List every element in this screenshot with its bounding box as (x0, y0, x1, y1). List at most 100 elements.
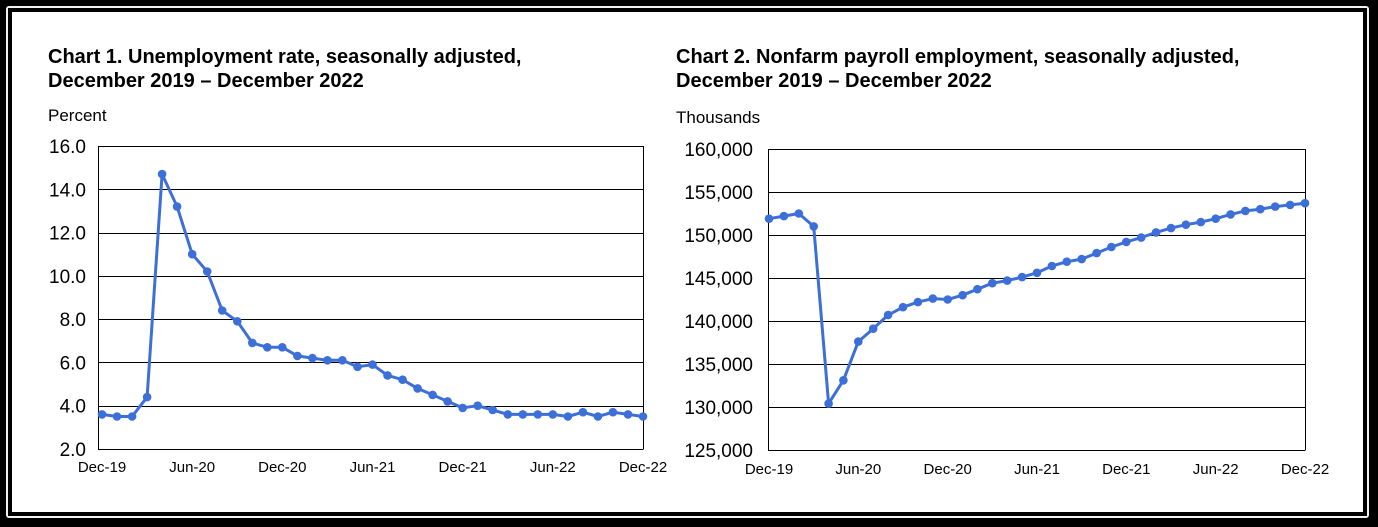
x-tick-label: Dec-19 (78, 459, 126, 476)
y-tick-label: 155,000 (684, 183, 753, 204)
data-point (323, 356, 332, 365)
data-point (293, 351, 302, 361)
y-tick-label: 4.0 (60, 397, 86, 418)
data-point (973, 284, 982, 294)
gridlines (98, 146, 643, 450)
data-point (839, 376, 848, 385)
x-tick-label: Dec-22 (1281, 461, 1329, 478)
data-point (883, 310, 893, 320)
x-tick-labels: Dec-19 Jun-20 Dec-20 Jun-21 Dec-21 Jun-22 Dec-… (78, 459, 667, 476)
data-point (127, 412, 137, 421)
data-point (868, 324, 878, 334)
y-tick-label: 16.0 (49, 137, 86, 158)
data-point (1241, 206, 1250, 216)
x-tick-label: Jun-22 (1193, 461, 1239, 478)
data-point (142, 392, 152, 402)
y-tick-label: 130,000 (684, 398, 753, 419)
data-point (1002, 276, 1012, 285)
data-point (353, 362, 362, 372)
data-point (233, 317, 242, 326)
y-tick-label: 14.0 (49, 180, 86, 201)
data-point (1107, 242, 1116, 252)
data-point (413, 384, 422, 393)
chart-1-subtitle: December 2019 – December 2022 (48, 70, 364, 92)
data-point (1077, 254, 1086, 264)
data-point (1256, 204, 1265, 214)
chart-1-title: Chart 1. Unemployment rate, seasonally a… (48, 46, 522, 68)
y-tick-label: 125,000 (684, 441, 753, 462)
data-point (278, 343, 287, 352)
x-tick-labels: Dec-19 Jun-20 Dec-20 Jun-21 Dec-21 Jun-22 Dec-… (745, 461, 1329, 478)
data-point (112, 412, 122, 421)
x-tick-label: Jun-20 (835, 461, 881, 478)
data-point (1285, 200, 1295, 210)
data-point (1092, 248, 1101, 258)
x-tick-label: Jun-20 (169, 459, 215, 476)
data-point (1122, 237, 1131, 247)
y-tick-labels: 16.0 14.0 12.0 10.0 8.0 6.0 4.0 2.0 (49, 137, 86, 461)
data-point (443, 397, 452, 406)
data-point (928, 294, 938, 303)
data-point (638, 412, 648, 421)
x-tick-label: Jun-21 (350, 459, 396, 476)
data-point (338, 356, 347, 365)
x-tick-label: Jun-22 (530, 459, 576, 476)
data-point (1166, 223, 1176, 233)
data-point (548, 410, 558, 419)
data-point (988, 278, 997, 288)
chart-2-title: Chart 2. Nonfarm payroll employment, sea… (676, 46, 1240, 68)
data-point (1300, 198, 1310, 208)
data-point (308, 353, 317, 363)
data-point (428, 390, 437, 400)
chart-2-subtitle: December 2019 – December 2022 (676, 70, 992, 92)
chart-2-y-axis-title: Thousands (676, 108, 761, 127)
data-point (1062, 257, 1072, 267)
data-point (1047, 261, 1057, 271)
data-point (248, 338, 257, 348)
data-point (368, 360, 377, 369)
x-tick-label: Dec-22 (619, 459, 667, 476)
y-tick-label: 135,000 (684, 355, 753, 376)
y-tick-label: 12.0 (49, 224, 86, 245)
data-point (473, 401, 483, 411)
data-point (488, 405, 498, 415)
x-tick-label: Dec-20 (924, 461, 972, 478)
data-point (779, 211, 789, 221)
data-point (1151, 228, 1161, 237)
data-point (794, 209, 804, 218)
y-tick-label: 8.0 (60, 310, 86, 331)
data-point (1211, 214, 1220, 223)
x-tick-label: Dec-20 (258, 459, 306, 476)
data-point (1226, 210, 1235, 219)
data-point (383, 371, 392, 380)
data-point (809, 222, 818, 231)
data-point (913, 297, 923, 307)
y-tick-label: 145,000 (684, 269, 753, 290)
chart-1-y-axis-title: Percent (48, 106, 107, 125)
data-point (898, 302, 908, 312)
data-point (263, 343, 272, 352)
data-point (764, 214, 774, 223)
y-tick-label: 150,000 (684, 226, 753, 247)
data-point (533, 410, 543, 419)
data-point (578, 407, 588, 417)
data-point (1181, 220, 1191, 229)
data-point (458, 403, 468, 413)
data-point (1270, 202, 1280, 211)
data-point (157, 169, 167, 179)
data-point (217, 306, 227, 315)
data-point (943, 295, 952, 304)
x-tick-label: Jun-21 (1014, 461, 1060, 478)
data-point (593, 412, 603, 421)
y-tick-label: 6.0 (60, 353, 86, 374)
data-point (97, 410, 107, 419)
data-point (958, 290, 967, 300)
data-point (202, 267, 212, 276)
data-point (854, 337, 863, 346)
y-tick-labels: 160,000 155,000 150,000 145,000 140,000 135,0… (684, 140, 753, 462)
data-point (503, 410, 513, 419)
data-point (623, 410, 633, 419)
